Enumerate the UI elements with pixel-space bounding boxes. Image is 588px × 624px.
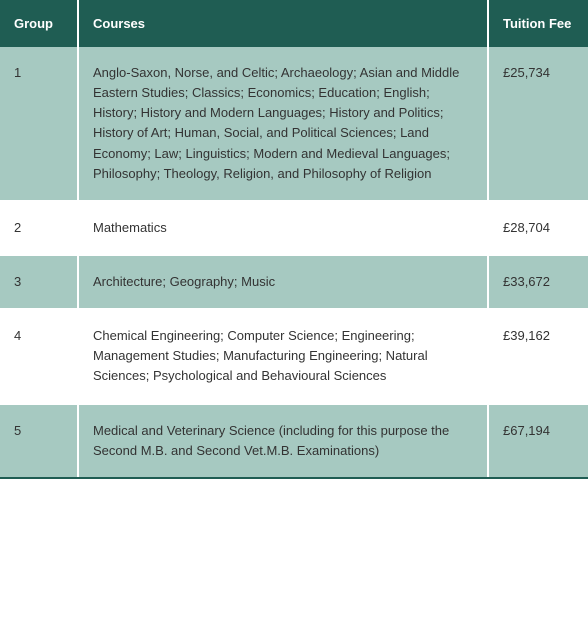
cell-courses: Architecture; Geography; Music [78, 255, 488, 309]
cell-fee: £67,194 [488, 404, 588, 478]
cell-fee: £25,734 [488, 47, 588, 201]
tuition-fee-table-container: Group Courses Tuition Fee 1 Anglo-Saxon,… [0, 0, 588, 479]
cell-courses: Mathematics [78, 201, 488, 255]
cell-fee: £39,162 [488, 309, 588, 403]
table-row: 4 Chemical Engineering; Computer Science… [0, 309, 588, 403]
cell-fee: £28,704 [488, 201, 588, 255]
tuition-fee-table: Group Courses Tuition Fee 1 Anglo-Saxon,… [0, 0, 588, 479]
column-header-fee: Tuition Fee [488, 0, 588, 47]
cell-group: 5 [0, 404, 78, 478]
table-row: 5 Medical and Veterinary Science (includ… [0, 404, 588, 478]
cell-group: 1 [0, 47, 78, 201]
table-row: 1 Anglo-Saxon, Norse, and Celtic; Archae… [0, 47, 588, 201]
cell-courses: Anglo-Saxon, Norse, and Celtic; Archaeol… [78, 47, 488, 201]
cell-fee: £33,672 [488, 255, 588, 309]
column-header-courses: Courses [78, 0, 488, 47]
cell-courses: Medical and Veterinary Science (includin… [78, 404, 488, 478]
table-row: 2 Mathematics £28,704 [0, 201, 588, 255]
table-header-row: Group Courses Tuition Fee [0, 0, 588, 47]
cell-courses: Chemical Engineering; Computer Science; … [78, 309, 488, 403]
table-row: 3 Architecture; Geography; Music £33,672 [0, 255, 588, 309]
cell-group: 2 [0, 201, 78, 255]
column-header-group: Group [0, 0, 78, 47]
cell-group: 4 [0, 309, 78, 403]
cell-group: 3 [0, 255, 78, 309]
